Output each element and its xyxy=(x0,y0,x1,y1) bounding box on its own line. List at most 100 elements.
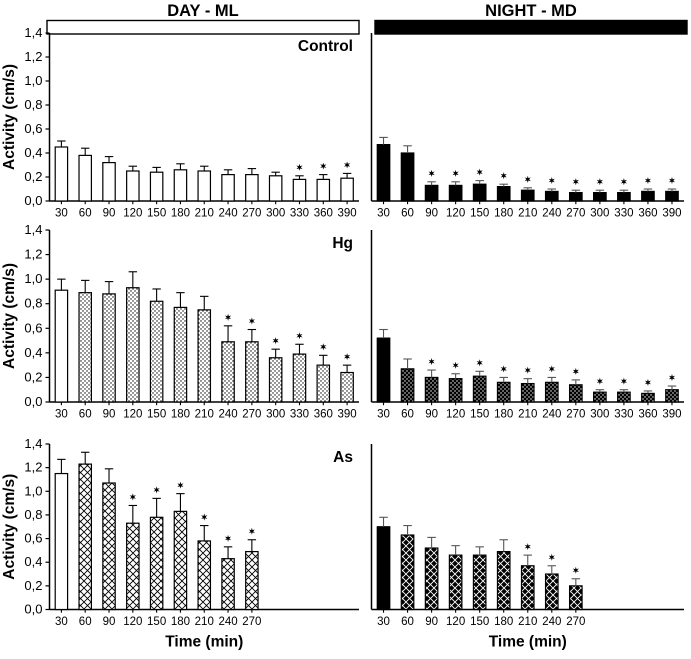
svg-text:240: 240 xyxy=(218,409,237,421)
svg-text:270: 270 xyxy=(242,409,261,421)
svg-text:Activity (cm/s): Activity (cm/s) xyxy=(1,474,18,580)
svg-text:180: 180 xyxy=(494,616,513,628)
svg-text:390: 390 xyxy=(338,409,357,421)
svg-text:360: 360 xyxy=(638,208,657,220)
svg-text:Hg: Hg xyxy=(332,235,353,252)
svg-text:150: 150 xyxy=(470,616,489,628)
svg-text:210: 210 xyxy=(518,208,537,220)
svg-text:300: 300 xyxy=(266,208,285,220)
svg-text:60: 60 xyxy=(401,208,414,220)
svg-text:180: 180 xyxy=(494,208,513,220)
svg-text:1,2: 1,2 xyxy=(24,49,42,64)
svg-text:30: 30 xyxy=(55,208,68,220)
svg-text:As: As xyxy=(333,449,353,466)
svg-text:240: 240 xyxy=(542,616,561,628)
svg-text:60: 60 xyxy=(79,208,92,220)
svg-text:270: 270 xyxy=(566,208,585,220)
svg-text:30: 30 xyxy=(377,616,390,628)
svg-text:1,0: 1,0 xyxy=(24,73,42,88)
svg-text:0,4: 0,4 xyxy=(24,145,42,160)
svg-text:330: 330 xyxy=(614,409,633,421)
svg-text:270: 270 xyxy=(566,409,585,421)
svg-text:1,0: 1,0 xyxy=(24,483,42,498)
svg-text:1,4: 1,4 xyxy=(24,222,42,237)
svg-text:0,0: 0,0 xyxy=(24,602,42,617)
svg-text:300: 300 xyxy=(590,208,609,220)
svg-text:240: 240 xyxy=(218,208,237,220)
svg-text:30: 30 xyxy=(377,208,390,220)
svg-text:390: 390 xyxy=(662,208,681,220)
svg-text:90: 90 xyxy=(425,616,438,628)
svg-text:60: 60 xyxy=(79,409,92,421)
svg-text:0,8: 0,8 xyxy=(24,507,42,522)
svg-text:210: 210 xyxy=(195,208,214,220)
svg-text:Time (min): Time (min) xyxy=(165,634,243,651)
svg-text:90: 90 xyxy=(425,409,438,421)
svg-text:330: 330 xyxy=(614,208,633,220)
svg-text:Time (min): Time (min) xyxy=(489,634,567,651)
svg-text:330: 330 xyxy=(290,409,309,421)
svg-text:1,4: 1,4 xyxy=(24,25,42,40)
svg-text:NIGHT - MD: NIGHT - MD xyxy=(485,2,577,20)
svg-text:60: 60 xyxy=(401,409,414,421)
svg-text:Activity (cm/s): Activity (cm/s) xyxy=(1,263,18,369)
svg-text:150: 150 xyxy=(147,409,166,421)
svg-text:240: 240 xyxy=(218,616,237,628)
svg-text:DAY - ML: DAY - ML xyxy=(167,2,239,20)
svg-text:150: 150 xyxy=(470,208,489,220)
svg-text:150: 150 xyxy=(147,208,166,220)
svg-text:0,8: 0,8 xyxy=(24,97,42,112)
svg-text:30: 30 xyxy=(377,409,390,421)
svg-text:Activity (cm/s): Activity (cm/s) xyxy=(1,64,18,170)
svg-text:270: 270 xyxy=(242,208,261,220)
svg-text:330: 330 xyxy=(290,208,309,220)
svg-text:360: 360 xyxy=(314,208,333,220)
svg-text:120: 120 xyxy=(446,409,465,421)
svg-text:120: 120 xyxy=(123,616,142,628)
svg-text:0,6: 0,6 xyxy=(24,320,42,335)
svg-text:0,6: 0,6 xyxy=(24,121,42,136)
svg-text:270: 270 xyxy=(566,616,585,628)
svg-text:210: 210 xyxy=(195,409,214,421)
svg-text:180: 180 xyxy=(171,616,190,628)
svg-text:1,0: 1,0 xyxy=(24,271,42,286)
svg-text:0,0: 0,0 xyxy=(24,193,42,208)
svg-text:120: 120 xyxy=(123,409,142,421)
svg-text:90: 90 xyxy=(103,409,116,421)
svg-text:0,2: 0,2 xyxy=(24,369,42,384)
svg-text:360: 360 xyxy=(638,409,657,421)
svg-text:60: 60 xyxy=(79,616,92,628)
svg-text:1,2: 1,2 xyxy=(24,460,42,475)
svg-text:0,0: 0,0 xyxy=(24,394,42,409)
svg-text:0,4: 0,4 xyxy=(24,554,42,569)
svg-text:180: 180 xyxy=(494,409,513,421)
svg-text:30: 30 xyxy=(55,409,68,421)
svg-text:300: 300 xyxy=(590,409,609,421)
svg-text:360: 360 xyxy=(314,409,333,421)
svg-text:30: 30 xyxy=(55,616,68,628)
svg-text:0,2: 0,2 xyxy=(24,169,42,184)
svg-text:0,6: 0,6 xyxy=(24,531,42,546)
svg-text:150: 150 xyxy=(470,409,489,421)
svg-text:0,2: 0,2 xyxy=(24,578,42,593)
svg-text:210: 210 xyxy=(195,616,214,628)
svg-text:60: 60 xyxy=(401,616,414,628)
svg-text:1,2: 1,2 xyxy=(24,247,42,262)
svg-text:390: 390 xyxy=(662,409,681,421)
svg-text:180: 180 xyxy=(171,409,190,421)
svg-text:300: 300 xyxy=(266,409,285,421)
svg-text:1,4: 1,4 xyxy=(24,436,42,451)
svg-text:90: 90 xyxy=(103,208,116,220)
svg-text:270: 270 xyxy=(242,616,261,628)
svg-text:390: 390 xyxy=(338,208,357,220)
svg-text:0,4: 0,4 xyxy=(24,345,42,360)
svg-text:120: 120 xyxy=(446,208,465,220)
svg-text:240: 240 xyxy=(542,409,561,421)
svg-text:240: 240 xyxy=(542,208,561,220)
svg-text:120: 120 xyxy=(123,208,142,220)
svg-text:180: 180 xyxy=(171,208,190,220)
svg-text:210: 210 xyxy=(518,409,537,421)
svg-text:120: 120 xyxy=(446,616,465,628)
svg-text:Control: Control xyxy=(298,38,353,55)
svg-text:0,8: 0,8 xyxy=(24,296,42,311)
